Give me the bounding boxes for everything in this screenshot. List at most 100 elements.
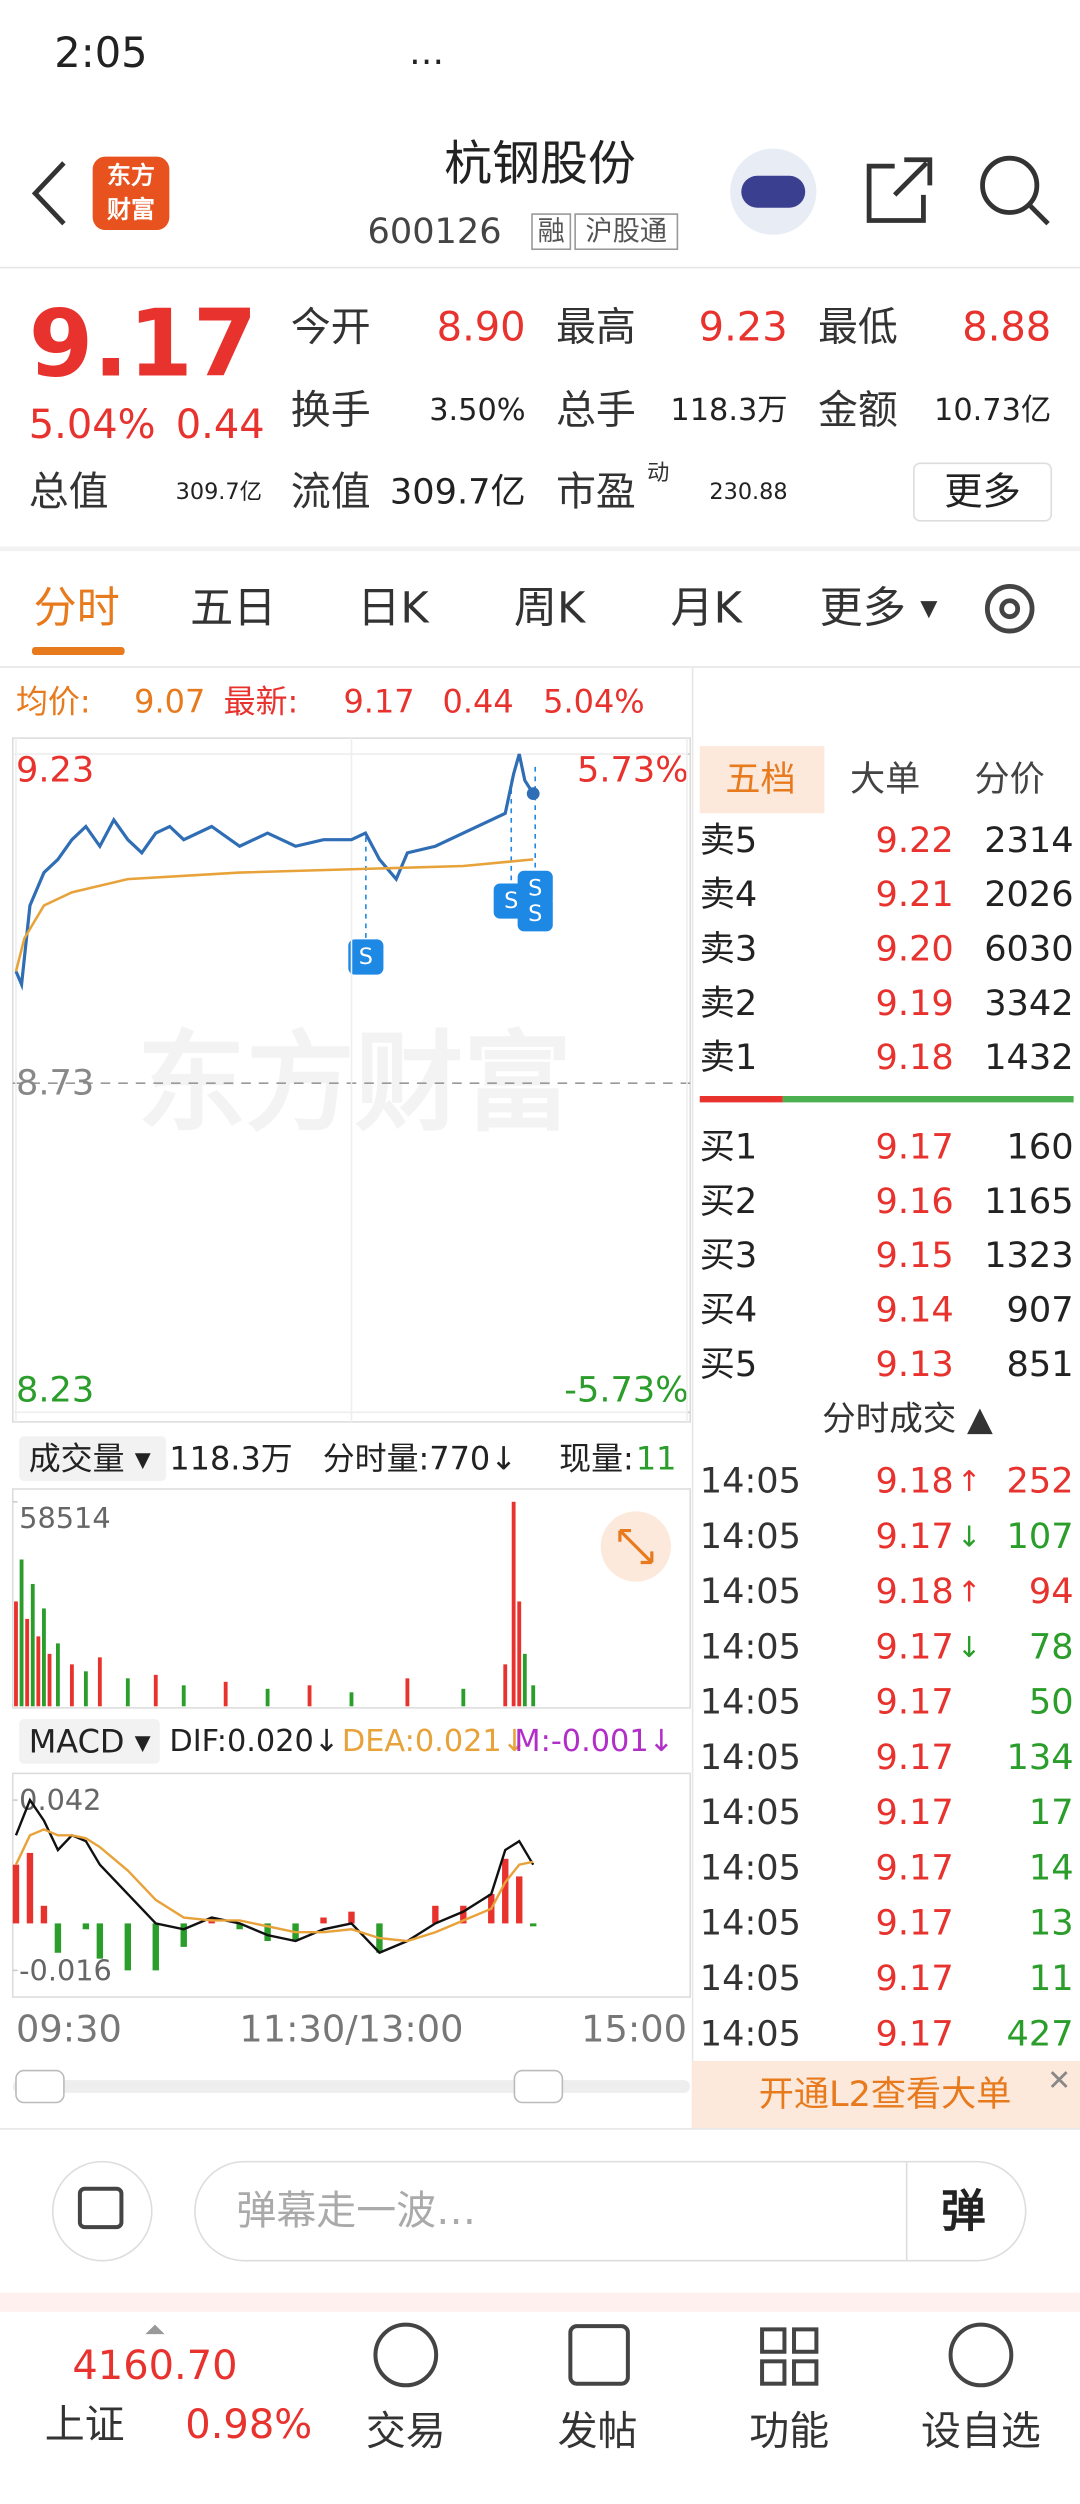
trade-dir: ↓ [957, 1519, 981, 1553]
trade-volume: 427 [1007, 2013, 1074, 2054]
volume-label[interactable]: 成交量 ▾ [29, 1440, 151, 1478]
macd-bar [264, 1923, 271, 1942]
book-tab[interactable]: 分价 [975, 759, 1045, 800]
field-label: 最高 [556, 305, 636, 351]
book-price: 9.19 [876, 983, 954, 1024]
volume-bar [307, 1685, 312, 1707]
dropdown[interactable] [19, 1436, 167, 1482]
book-label: 买5 [700, 1344, 757, 1385]
volume-current: 11 [636, 1440, 677, 1478]
last-price: 9.17 [29, 289, 258, 397]
book-label: 买3 [700, 1235, 757, 1276]
trades-title[interactable]: 分时成交 ▲ [822, 1399, 993, 1438]
volume-bar [25, 1618, 30, 1707]
info-value: 9.17 [343, 682, 414, 720]
trade-volume: 78 [1029, 1626, 1074, 1667]
macd-bar [54, 1923, 62, 1953]
trade-time: 14:05 [700, 1682, 801, 1723]
volume-total: 118.3万 [169, 1440, 292, 1478]
volume-bar [47, 1653, 52, 1707]
x-tick-label: 11:30/13:00 [239, 2008, 463, 2051]
y-tick-label: -0.016 [19, 1953, 112, 1987]
price-line [14, 858, 534, 972]
macd-bar [460, 1905, 467, 1924]
index-value[interactable]: 4160.70 [72, 2343, 237, 2389]
nav-item[interactable]: 交易 [366, 2409, 446, 2455]
trade-volume: 94 [1029, 1571, 1074, 1612]
macd-bar [26, 1852, 34, 1924]
trade-volume: 50 [1029, 1682, 1074, 1723]
danmaku-button[interactable]: 弹 [941, 2185, 986, 2238]
trade-price: 9.17 [876, 1792, 954, 1833]
volume-bar [30, 1583, 35, 1707]
volume-bar [181, 1685, 186, 1707]
price-line [14, 753, 535, 991]
book-price: 9.21 [876, 874, 954, 915]
macd-bar [180, 1923, 187, 1947]
more-button[interactable]: 更多 [944, 470, 1021, 515]
trade-time: 14:05 [700, 1516, 801, 1557]
index-name: 上证 [45, 2402, 125, 2448]
field-value: 10.73亿 [934, 393, 1051, 428]
l2-banner[interactable]: 开通L2查看大单 [759, 2074, 1012, 2115]
field-label: 今开 [291, 305, 371, 351]
book-label: 卖5 [700, 820, 757, 861]
book-label: 卖1 [700, 1037, 757, 1078]
macd-bar [516, 1876, 523, 1924]
svg-text:S: S [528, 875, 542, 901]
macd-dea: DEA:0.021↓ [342, 1724, 527, 1759]
tab[interactable]: 日K [357, 584, 430, 634]
trade-time: 14:05 [700, 1461, 801, 1502]
tab[interactable]: 周K [514, 584, 587, 634]
book-price: 9.14 [876, 1290, 954, 1331]
trade-time: 14:05 [700, 1903, 801, 1944]
book-tab[interactable]: 大单 [850, 759, 920, 800]
book-volume: 1432 [984, 1037, 1073, 1078]
book-volume: 6030 [984, 929, 1073, 970]
tab-caret: ▼ [920, 596, 938, 622]
macd-label[interactable]: MACD ▾ [29, 1722, 151, 1760]
stock-code: 600126 [368, 211, 502, 252]
dropdown[interactable] [19, 1719, 160, 1764]
volume-bar [349, 1692, 354, 1707]
trade-time: 14:05 [700, 2013, 801, 2054]
tab[interactable]: 月K [670, 584, 743, 634]
tag: 融 [538, 216, 565, 247]
close-icon[interactable]: ✕ [1047, 2063, 1071, 2097]
book-label: 卖4 [700, 874, 757, 915]
book-volume: 907 [1007, 1290, 1074, 1331]
book-label: 卖3 [700, 929, 757, 970]
trade-volume: 252 [1007, 1461, 1074, 1502]
nav-item[interactable]: 设自选 [921, 2409, 1041, 2455]
status-time: 2:05 [54, 28, 147, 77]
volume-bar [265, 1688, 270, 1707]
trade-time: 14:05 [700, 1626, 801, 1667]
book-volume: 2026 [984, 874, 1073, 915]
y-tick-label: 8.23 [16, 1369, 94, 1410]
volume-bar [511, 1501, 516, 1707]
field-value: 9.23 [699, 305, 788, 351]
tab[interactable]: 分时 [34, 584, 120, 634]
volume-bar [153, 1674, 158, 1707]
comment-input[interactable]: 弹幕走一波… [236, 2188, 476, 2234]
volume-bar [461, 1688, 466, 1707]
trade-price: 9.17 [876, 1737, 954, 1778]
macd-bar [320, 1917, 327, 1924]
nav-item[interactable]: 发帖 [558, 2409, 638, 2455]
trade-dir: ↑ [957, 1575, 981, 1609]
book-price: 9.15 [876, 1235, 954, 1276]
volume-bar [125, 1678, 130, 1707]
macd-bar [530, 1923, 537, 1927]
trade-price: 9.18 [876, 1571, 954, 1612]
tab[interactable]: 更多 [820, 584, 906, 634]
tab[interactable]: 五日 [190, 584, 276, 634]
volume-current-label: 现量: [559, 1440, 634, 1478]
macd-bar [348, 1911, 355, 1924]
nav-item[interactable]: 功能 [749, 2409, 829, 2455]
book-tab[interactable]: 五档 [725, 759, 795, 800]
field-label: 换手 [291, 388, 371, 434]
book-label: 卖2 [700, 983, 757, 1024]
info-value: 9.07 [134, 682, 205, 720]
book-volume: 851 [1007, 1344, 1074, 1385]
